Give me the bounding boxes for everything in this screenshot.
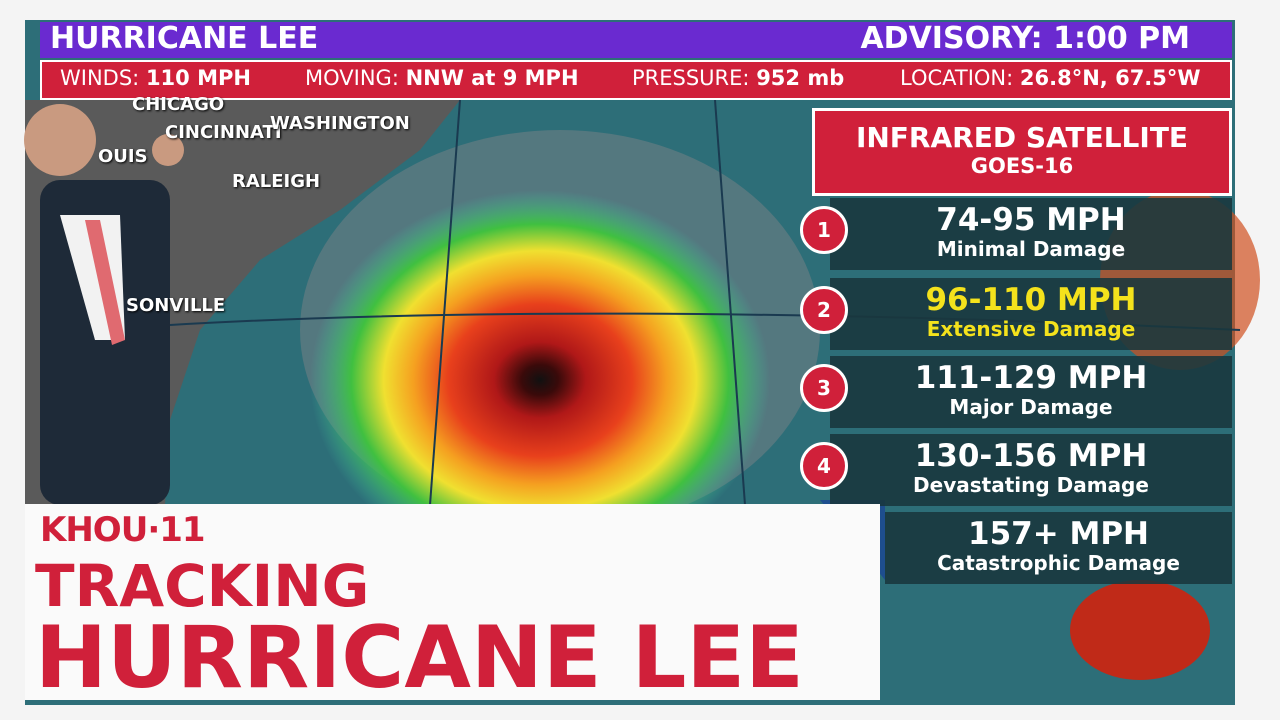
wind-range: 74-95 MPH: [936, 202, 1126, 238]
city-label: RALEIGH: [232, 171, 321, 192]
headline: HURRICANE LEE: [35, 608, 804, 708]
stat-value: NNW at 9 MPH: [405, 66, 579, 90]
city-label: CINCINNATI: [165, 122, 282, 143]
city-label: SONVILLE: [126, 295, 226, 316]
stat: PRESSURE: 952 mb: [632, 66, 844, 90]
category-row: 157+ MPH Catastrophic Damage: [885, 512, 1232, 584]
city-label: OUIS: [98, 146, 148, 167]
damage-label: Extensive Damage: [926, 317, 1136, 341]
panel-title: INFRARED SATELLITE: [855, 121, 1189, 154]
wind-range: 157+ MPH: [968, 516, 1149, 552]
category-badge: 1: [800, 206, 848, 254]
damage-label: Minimal Damage: [936, 237, 1126, 261]
wind-range: 130-156 MPH: [914, 438, 1148, 474]
wind-range: 111-129 MPH: [914, 360, 1148, 396]
station-logo: KHOU·11: [40, 510, 206, 550]
stat-label: LOCATION:: [900, 66, 1014, 90]
stat: WINDS: 110 MPH: [60, 66, 251, 90]
stat-label: MOVING:: [305, 66, 399, 90]
stat-value: 26.8°N, 67.5°W: [1019, 66, 1201, 90]
city-label: CHICAGO: [132, 94, 225, 115]
stat-label: WINDS:: [60, 66, 140, 90]
lower-third: KHOU·11 TRACKING HURRICANE LEE: [25, 504, 880, 704]
category-row: 111-129 MPH Major Damage: [830, 356, 1232, 428]
damage-label: Devastating Damage: [913, 473, 1149, 497]
stats-bar: [40, 60, 1232, 100]
stat-value: 952 mb: [756, 66, 845, 90]
category-row: 74-95 MPH Minimal Damage: [830, 198, 1232, 270]
kicker: TRACKING: [35, 552, 370, 620]
category-row: 96-110 MPH Extensive Damage: [830, 278, 1232, 350]
stat-label: PRESSURE:: [632, 66, 750, 90]
title-bar: [40, 22, 1232, 58]
category-badge: 2: [800, 286, 848, 334]
panel-header: INFRARED SATELLITE GOES-16: [812, 108, 1232, 196]
advisory-time: ADVISORY: 1:00 PM: [860, 21, 1190, 56]
category-badge: 3: [800, 364, 848, 412]
panel-subtitle: GOES-16: [970, 154, 1074, 178]
category-row: 130-156 MPH Devastating Damage: [830, 434, 1232, 506]
stat-value: 110 MPH: [145, 66, 251, 90]
stat: LOCATION: 26.8°N, 67.5°W: [900, 66, 1201, 90]
stat: MOVING: NNW at 9 MPH: [305, 66, 579, 90]
category-badge: 4: [800, 442, 848, 490]
storm-title: HURRICANE LEE: [50, 21, 319, 56]
city-label: WASHINGTON: [270, 113, 410, 134]
damage-label: Catastrophic Damage: [937, 551, 1180, 575]
damage-label: Major Damage: [949, 395, 1113, 419]
wind-range: 96-110 MPH: [925, 282, 1137, 318]
